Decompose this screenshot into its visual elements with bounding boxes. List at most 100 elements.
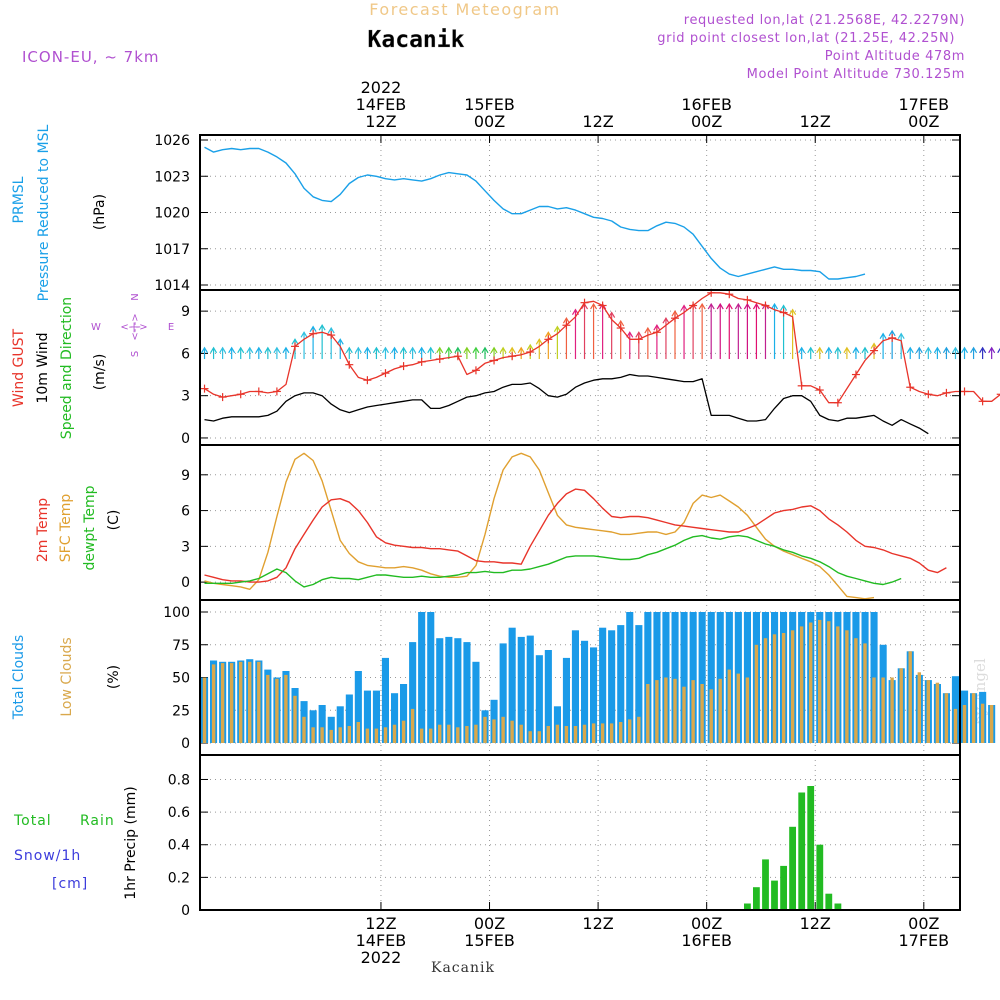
compass-n: N bbox=[130, 293, 141, 300]
low-cloud-bar bbox=[429, 728, 433, 743]
temp-panel: 2m Temp SFC Temp dewpt Temp (C) 0 3 6 9 bbox=[35, 444, 961, 601]
bottom-time-label: 2022 bbox=[361, 948, 402, 967]
low-cloud-bar bbox=[818, 619, 822, 743]
total-cloud-bar bbox=[463, 642, 471, 743]
gust-marker bbox=[671, 314, 679, 323]
wind-arrow-head bbox=[327, 326, 335, 334]
precip-label-snow: Snow/1h bbox=[14, 848, 81, 864]
low-cloud-bar bbox=[320, 727, 324, 743]
wind-arrow-head bbox=[273, 346, 281, 354]
wind-arrow-head bbox=[915, 346, 923, 354]
gust-marker bbox=[399, 362, 408, 371]
precip-bar bbox=[780, 865, 787, 910]
total-cloud-bar bbox=[499, 643, 507, 743]
wind-arrow-head bbox=[282, 346, 290, 354]
wind-arrow-head bbox=[988, 346, 996, 354]
wind-arrow-head bbox=[771, 302, 779, 310]
wind-arrow bbox=[951, 346, 959, 360]
gust-marker bbox=[725, 290, 734, 299]
wind-arrow-head bbox=[445, 346, 453, 354]
wind-ylabel-unit: (m/s) bbox=[92, 354, 108, 391]
y-tick-label: 25 bbox=[172, 703, 190, 719]
temp-ylabel-sfc: SFC Temp bbox=[58, 494, 74, 563]
low-cloud-bar bbox=[573, 726, 578, 743]
wind-arrow-head bbox=[381, 346, 389, 354]
wind-arrow-head bbox=[970, 346, 978, 354]
total-cloud-bar bbox=[680, 612, 688, 743]
low-cloud-bar bbox=[827, 621, 831, 743]
bottom-time-label: 00Z bbox=[474, 914, 505, 933]
clouds-ylabel-low: Low Clouds bbox=[59, 637, 75, 716]
bottom-time-label: 12Z bbox=[365, 914, 396, 933]
wind-frame bbox=[199, 289, 961, 446]
wind-arrow bbox=[409, 346, 417, 360]
gust-marker bbox=[236, 390, 245, 399]
bottom-time-label: 12Z bbox=[800, 914, 831, 933]
wind-arrow-head bbox=[644, 326, 652, 334]
total-cloud-bar bbox=[571, 630, 579, 743]
wind-arrow-head bbox=[472, 346, 480, 354]
low-cloud-bar bbox=[980, 703, 985, 743]
wind-arrow-head bbox=[264, 346, 272, 354]
precip-bar bbox=[789, 826, 796, 910]
wind-arrow-head bbox=[743, 302, 751, 310]
precip-bar bbox=[753, 887, 760, 910]
gust-marker bbox=[309, 329, 318, 338]
wind-arrow bbox=[336, 338, 344, 360]
wind-arrow-head bbox=[309, 325, 317, 332]
low-cloud-bar bbox=[447, 724, 451, 743]
low-cloud-bar bbox=[202, 677, 207, 743]
y-tick-label: 1020 bbox=[154, 206, 190, 222]
y-tick-label: 0.6 bbox=[168, 805, 190, 821]
temp-series bbox=[204, 452, 947, 600]
y-tick-label: 0.4 bbox=[168, 838, 190, 854]
low-cloud-bar bbox=[628, 719, 632, 743]
low-cloud-bar bbox=[374, 728, 379, 743]
low-cloud-bar bbox=[709, 689, 713, 743]
top-time-label: 12Z bbox=[800, 112, 831, 131]
wind-arrow-head bbox=[653, 324, 661, 331]
compass-rose: W E <-|-> N <-|-> S bbox=[91, 293, 174, 357]
temp-y-ticks: 0 3 6 9 bbox=[181, 468, 960, 591]
wind-arrow bbox=[228, 346, 236, 360]
gust-marker bbox=[471, 366, 480, 375]
wind-arrow bbox=[942, 346, 950, 360]
wind-arrow bbox=[372, 346, 380, 360]
wind-arrow bbox=[861, 346, 869, 360]
bottom-time-label: 15FEB bbox=[464, 931, 515, 950]
pressure-y-ticks: 1014 1017 1020 1023 1026 bbox=[154, 133, 960, 294]
total-cloud-bar bbox=[445, 636, 453, 743]
y-tick-label: 3 bbox=[181, 389, 190, 405]
low-cloud-bar bbox=[591, 723, 596, 743]
wind-arrow bbox=[418, 346, 426, 360]
gust-marker bbox=[634, 335, 643, 344]
wind-gust-line bbox=[204, 292, 1000, 404]
wind-arrow-head bbox=[562, 317, 570, 324]
cloud-grid bbox=[200, 600, 960, 755]
precip-label-rain: Rain bbox=[80, 813, 115, 829]
wind-arrow-head bbox=[662, 317, 670, 324]
clouds-ylabel-unit: (%) bbox=[106, 665, 122, 689]
gust-marker bbox=[327, 331, 336, 340]
wind-speed-line bbox=[204, 373, 929, 435]
wind-ylabel-gust: Wind GUST bbox=[11, 328, 27, 407]
total-cloud-bar bbox=[644, 612, 652, 743]
wind-arrow-head bbox=[590, 302, 598, 310]
low-cloud-bar bbox=[239, 661, 243, 743]
gust-marker bbox=[851, 370, 860, 379]
low-cloud-bar bbox=[465, 726, 469, 743]
low-cloud-bar bbox=[745, 677, 750, 743]
top-time-label: 12Z bbox=[365, 112, 396, 131]
wind-arrow bbox=[915, 346, 923, 360]
wind-arrow bbox=[255, 346, 263, 360]
pressure-ylabel-2: Pressure Reduced to MSL bbox=[36, 124, 52, 301]
wind-arrow-head bbox=[897, 332, 905, 339]
total-cloud-bar bbox=[427, 612, 435, 743]
total-cloud-bar bbox=[698, 612, 706, 743]
gust-marker bbox=[508, 352, 517, 361]
cloud-panel: Total Clouds Low Clouds (%) 0 25 50 75 100 bbox=[11, 599, 996, 756]
wind-ylabel-10m: 10m Wind bbox=[35, 332, 51, 403]
total-cloud-bar bbox=[608, 630, 616, 743]
gust-marker bbox=[526, 348, 535, 356]
